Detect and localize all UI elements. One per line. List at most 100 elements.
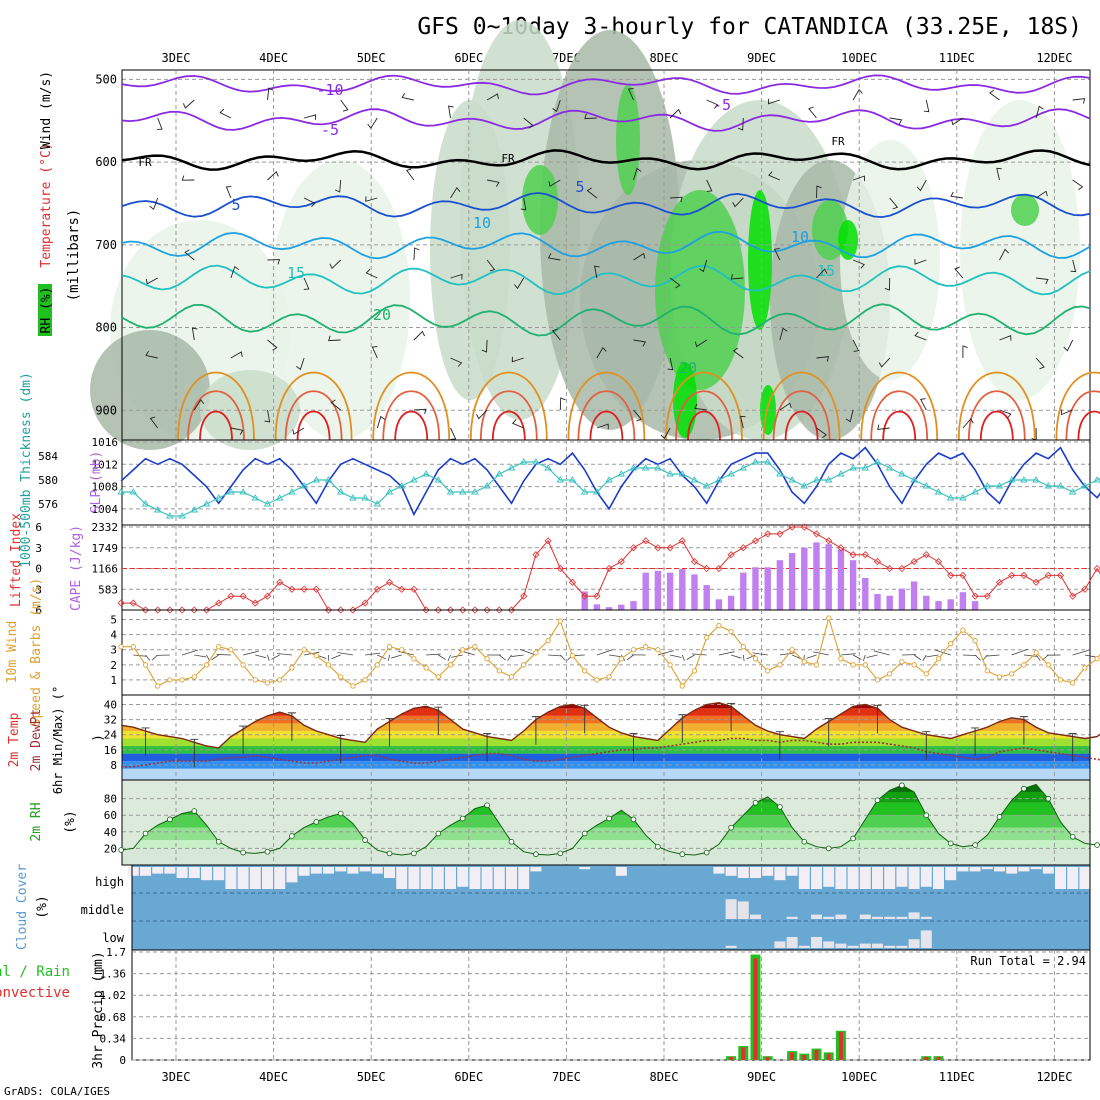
cloud-high-bar [432, 867, 444, 889]
wind10m-barb [752, 652, 768, 656]
wind-speed-marker [399, 647, 405, 653]
li-marker [922, 551, 930, 559]
wind10m-barb [692, 653, 707, 656]
wind-barb [877, 424, 890, 431]
surface-isotherm [979, 410, 1014, 441]
cloud-high-bar [798, 867, 810, 889]
wind-barb [1035, 357, 1045, 370]
cloud-high-bar [811, 867, 822, 889]
cloud-high-bar [774, 867, 786, 881]
wind10m-barb [840, 653, 856, 656]
thickness-marker [397, 482, 406, 489]
wind-speed-marker [228, 647, 234, 653]
wind-barb [954, 266, 964, 279]
wind-speed-marker [1070, 680, 1076, 686]
cloud-low-bar [798, 945, 810, 948]
wind-speed-marker [813, 662, 820, 668]
surface-isotherm [589, 410, 624, 441]
isotherm [121, 192, 1091, 219]
li-marker [861, 551, 869, 559]
wind-barb [371, 346, 378, 359]
wind-speed-marker [691, 668, 698, 674]
cloud-high-bar [762, 867, 774, 876]
wind-speed-marker [155, 683, 161, 689]
cloud-high-bar [481, 867, 493, 889]
wind10m-barb [813, 651, 829, 656]
wind-barb [845, 409, 854, 423]
slp-ytick-right: 1016 [92, 436, 119, 449]
thickness-marker [983, 482, 992, 489]
thickness-marker [690, 476, 699, 483]
li-marker [568, 578, 577, 586]
cloud-high-bar [737, 867, 749, 878]
wind-barb [962, 418, 974, 429]
temp-minmax-bar [727, 702, 736, 732]
temp-minmax-bar [629, 733, 638, 762]
precip-convective-bar [838, 1032, 843, 1060]
thickness-marker [861, 464, 870, 471]
li-marker [1069, 592, 1077, 600]
wind-ytick: 1 [110, 674, 117, 687]
cloud-low-bar [908, 939, 920, 948]
precip-ytick: 1.36 [100, 968, 127, 981]
rh-marker [411, 850, 417, 857]
wind-barb [889, 117, 903, 125]
li-marker [471, 606, 479, 614]
li-marker [751, 537, 760, 545]
li-marker [288, 585, 296, 593]
rh2m-panel: 20 40 60 80 2m RH (%) [29, 779, 1100, 866]
li-marker [276, 578, 284, 586]
rh-shading [838, 220, 858, 260]
wind-barb [768, 98, 781, 105]
wind-barb [962, 345, 968, 358]
li-marker [495, 606, 503, 614]
precip-ytick: 1.02 [100, 989, 127, 1002]
wind-barb [586, 187, 598, 199]
wind-barb [376, 415, 386, 429]
cape-bar [813, 542, 820, 610]
precip-ytick: 0.34 [100, 1032, 127, 1045]
thickness-marker [580, 488, 589, 495]
cloud-high-bar [164, 867, 176, 874]
temperature-label: -10 [316, 81, 343, 99]
cloud-high-bar [225, 867, 237, 889]
thickness-marker [251, 494, 260, 501]
surface-isotherm [199, 410, 233, 441]
thickness-marker [837, 470, 845, 477]
temp-ytick: 8 [110, 759, 117, 772]
temp-minmax-bar [971, 727, 980, 756]
cape-bar [971, 601, 979, 610]
thickness-marker [788, 476, 796, 483]
wind-barb [1072, 179, 1084, 191]
wind-barb [191, 327, 198, 341]
thickness-marker [507, 464, 516, 471]
thickness-marker [1032, 476, 1040, 483]
rh-ylabel-1: 2m RH [29, 802, 44, 841]
li-marker [373, 585, 381, 593]
thickness-marker [849, 464, 857, 471]
wind-speed-marker [606, 674, 612, 680]
thickness-marker [959, 494, 967, 501]
wind-speed-marker [679, 683, 685, 689]
cape-bar [752, 567, 759, 610]
temperature-label: 5 [231, 196, 240, 214]
rh-marker [630, 816, 637, 823]
rh-marker [679, 851, 686, 858]
thickness-marker [312, 476, 321, 483]
temperature-label: FR [831, 135, 845, 148]
wind-speed-marker [850, 662, 856, 668]
cape-bar [874, 593, 881, 610]
rh-marker [923, 812, 930, 818]
rh-marker [752, 799, 759, 806]
thickness-marker [129, 488, 138, 495]
li-marker [190, 606, 198, 614]
cloud-high-bar [249, 867, 261, 889]
wind-speed-marker [545, 638, 551, 644]
wind-speed-marker [203, 662, 210, 668]
wind-barb [523, 117, 534, 129]
thickness-marker [336, 488, 345, 495]
wind-speed-marker [1033, 650, 1039, 656]
surface-isotherm [479, 390, 538, 441]
temp2m-panel: 8 16 24 32 40 2m Temp 2m DewPt 6hr Min/Max) (°… [7, 686, 1100, 794]
cape-bar [618, 604, 625, 610]
